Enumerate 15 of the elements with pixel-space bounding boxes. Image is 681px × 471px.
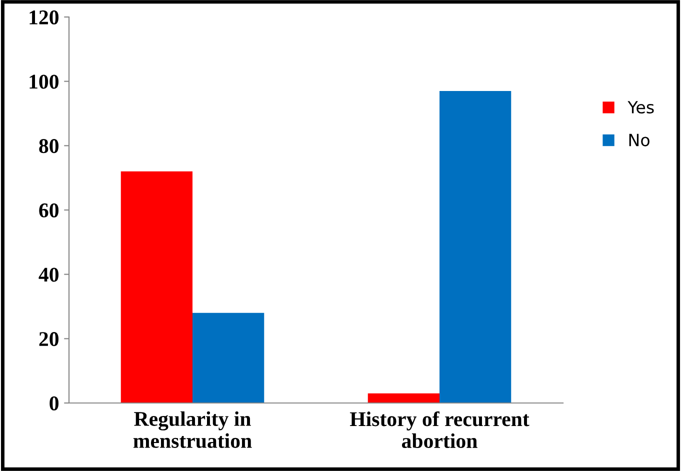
x-tick-label: History of recurrent abortion xyxy=(350,411,530,448)
y-tick-label: 40 xyxy=(38,268,58,282)
legend-label: No xyxy=(629,134,650,146)
y-tick-label: 20 xyxy=(39,332,58,346)
y-tick-label: 0 xyxy=(50,396,58,410)
y-tick-label: 60 xyxy=(39,203,58,218)
bar xyxy=(120,171,192,403)
x-tick-label: Regularity in menstruation xyxy=(133,411,252,448)
bar xyxy=(440,90,512,403)
bar xyxy=(192,312,264,403)
bar xyxy=(368,393,440,403)
y-tick-label: 80 xyxy=(39,139,58,154)
y-tick-label: 120 xyxy=(30,10,58,24)
y-tick-label: 100 xyxy=(30,74,58,89)
legend-label: Yes xyxy=(628,101,654,114)
